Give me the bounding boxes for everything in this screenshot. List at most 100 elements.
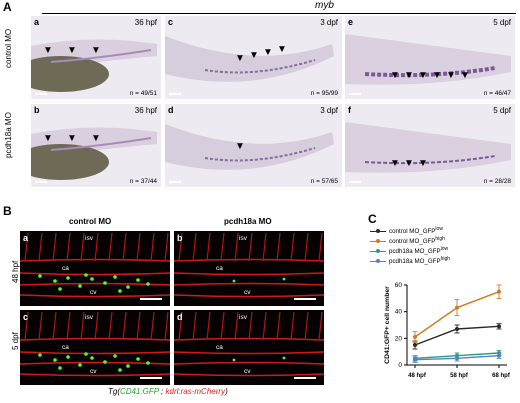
ish-n-count: n = 37/44 — [129, 178, 157, 185]
legend-label: pcdh18a MO_GFP — [389, 258, 441, 266]
ca-label: ca — [216, 265, 223, 272]
column-title-control: control MO — [69, 217, 112, 226]
caption-cherry: kdrl:ras-mCherry — [165, 387, 226, 396]
row-label-control: control MO — [4, 28, 13, 68]
ish-panel-letter: e — [348, 17, 354, 27]
confocal-panel-b: b isv ca cv — [174, 231, 324, 306]
arrow-icon: ▼ — [43, 45, 53, 56]
ish-n-count: n = 57/65 — [310, 178, 338, 185]
arrow-icon: ▼ — [235, 141, 245, 152]
ca-label: ca — [62, 344, 69, 351]
arrow-icon: ▼ — [418, 158, 428, 169]
data-point — [413, 335, 417, 339]
scale-bar — [140, 377, 162, 379]
arrow-icon: ▼ — [390, 70, 400, 81]
confocal-panel-letter: d — [177, 312, 183, 322]
legend-entry: control MO_GFPhigh — [370, 236, 445, 245]
legend-swatch — [370, 248, 386, 254]
ish-panel-control-2: c 3 dpf n = 95/99 ▼ ▼ ▼ ▼ — [165, 16, 342, 99]
legend-entry: pcdh18a MO_GFPlow — [370, 246, 448, 255]
arrow-icon: ▼ — [249, 50, 259, 61]
ish-panel-letter: d — [168, 105, 174, 115]
x-tick-label: 58 hpf — [450, 373, 469, 379]
arrow-icon: ▼ — [404, 70, 414, 81]
panel-a-letter: A — [3, 0, 12, 14]
ish-panel-letter: b — [34, 105, 40, 115]
row-label-pcdh18a: pcdh18a MO — [4, 112, 13, 158]
arrow-icon: ▼ — [43, 133, 53, 144]
data-point — [455, 327, 459, 331]
y-tick-label: 20 — [395, 335, 403, 342]
ish-n-count: n = 46/47 — [483, 90, 511, 97]
arrow-icon: ▼ — [418, 70, 428, 81]
legend-label: pcdh18a MO_GFP — [389, 248, 441, 256]
arrow-icon: ▼ — [460, 70, 470, 81]
data-point — [413, 357, 417, 362]
confocal-panel-letter: b — [177, 233, 183, 243]
ish-stage-label: 36 hpf — [134, 18, 157, 27]
arrow-icon: ▼ — [91, 133, 101, 144]
gene-bracket-line — [42, 13, 516, 14]
arrow-icon: ▼ — [235, 53, 245, 64]
scale-bar — [140, 298, 162, 300]
confocal-panel-a: a isv ca cv — [20, 231, 170, 306]
scale-bar — [294, 377, 316, 379]
ish-panel-control-3: e 5 dpf n = 46/47 ▼ ▼ ▼ ▼ ▼ ▼ — [345, 16, 515, 99]
x-tick-label: 68 hpf — [492, 373, 511, 379]
ish-panel-pcdh18a-2: d 3 dpf n = 57/65 ▼ — [165, 104, 342, 187]
legend-entry: pcdh18a MO_GFPhigh — [370, 256, 450, 265]
legend-label: control MO_GFP — [389, 228, 436, 236]
scale-bar — [35, 93, 47, 95]
arrow-icon: ▼ — [263, 47, 273, 58]
data-point — [413, 343, 417, 347]
confocal-panel-c: c isv ca cv — [20, 310, 170, 385]
confocal-panel-d: d isv ca cv — [174, 310, 324, 385]
legend-swatch — [370, 228, 386, 234]
arrow-icon: ▼ — [277, 44, 287, 55]
ish-panel-letter: a — [34, 17, 40, 27]
ish-stage-label: 3 dpf — [320, 106, 338, 115]
caption-suffix: ) — [225, 387, 228, 396]
confocal-panel-letter: a — [23, 233, 29, 243]
x-tick-label: 48 hpf — [408, 373, 427, 379]
arrow-icon: ▼ — [446, 70, 456, 81]
legend-label-sup: low — [435, 226, 443, 232]
confocal-panel-letter: c — [23, 312, 29, 322]
legend-label-sup: low — [440, 246, 449, 252]
legend-swatch — [370, 258, 386, 264]
ca-label: ca — [216, 344, 223, 351]
arrow-icon: ▼ — [67, 45, 77, 56]
legend-entry: control MO_GFPlow — [370, 226, 443, 235]
scale-bar — [294, 298, 316, 300]
row-label-5dpf: 5 dpf — [11, 332, 20, 350]
legend-label: control MO_GFP — [389, 238, 436, 246]
isv-label: isv — [239, 314, 247, 321]
scale-bar — [349, 93, 361, 95]
scale-bar — [35, 181, 47, 183]
gene-label: myb — [315, 0, 334, 11]
scale-bar — [349, 181, 361, 183]
arrow-icon: ▼ — [432, 70, 442, 81]
cv-label: cv — [90, 289, 97, 296]
arrow-icon: ▼ — [67, 133, 77, 144]
data-point — [455, 305, 459, 310]
panel-c-letter: C — [368, 212, 377, 226]
ish-n-count: n = 28/28 — [483, 178, 511, 185]
data-point — [497, 353, 501, 358]
ish-panel-pcdh18a-1: b 36 hpf n = 37/44 ▼ ▼ ▼ — [31, 104, 161, 187]
caption-prefix: Tg( — [108, 387, 120, 396]
panel-b-letter: B — [3, 204, 12, 218]
legend-label-sup: high — [440, 256, 451, 262]
ish-stage-label: 5 dpf — [493, 18, 511, 27]
ish-stage-label: 3 dpf — [320, 18, 338, 27]
line-chart: 0 20 40 60 48 hpf 58 hpf 68 hpf CD41:GFP+ cell … — [384, 282, 511, 379]
ish-panel-letter: c — [168, 17, 174, 27]
caption-sep: ; — [158, 387, 166, 396]
y-axis-label: CD41:GFP+ cell number — [384, 286, 391, 364]
arrow-icon: ▼ — [404, 158, 414, 169]
arrow-icon: ▼ — [91, 45, 101, 56]
ish-n-count: n = 95/99 — [310, 90, 338, 97]
legend-swatch — [370, 238, 386, 244]
isv-label: isv — [239, 235, 247, 242]
ish-n-count: n = 49/51 — [129, 90, 157, 97]
